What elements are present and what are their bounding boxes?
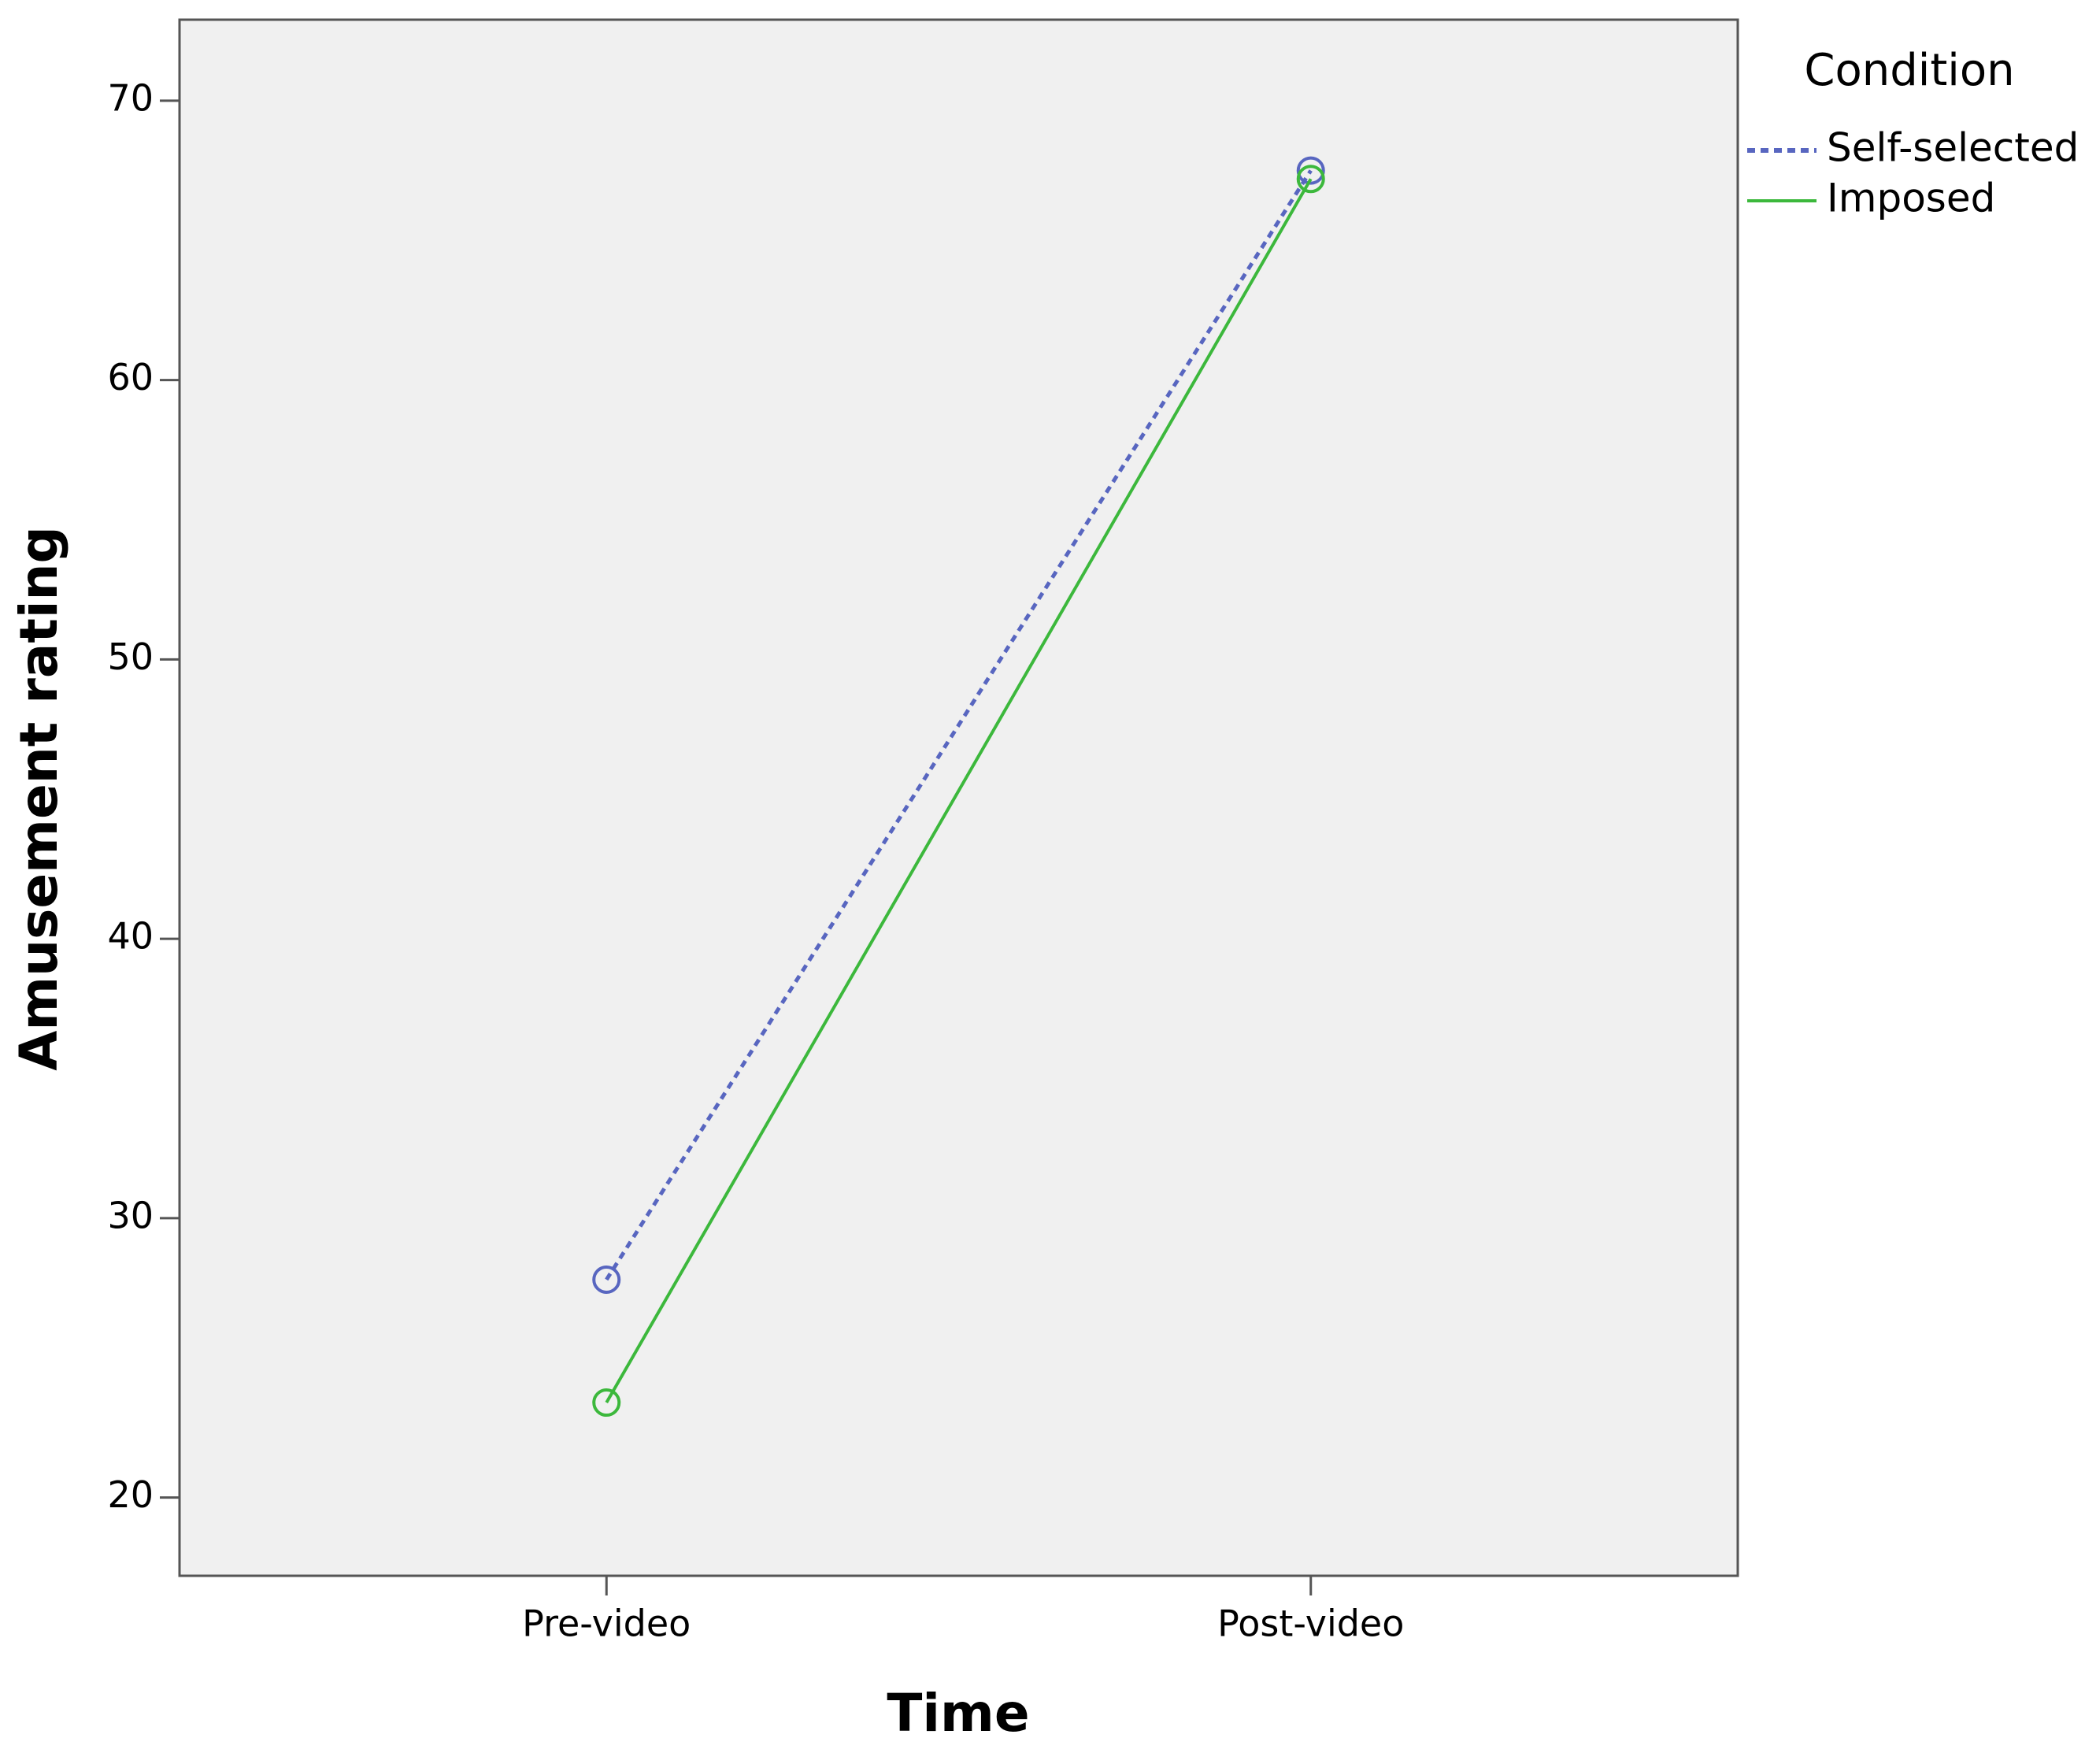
point-marker (1296, 165, 1325, 194)
legend-label: Imposed (1827, 176, 1995, 221)
legend-title: Condition (1804, 45, 2014, 96)
y-tick-label: 50 (107, 636, 154, 678)
y-tick-label: 60 (107, 356, 154, 398)
y-tick-label: 30 (107, 1194, 154, 1236)
x-tick-label: Post-video (1217, 1603, 1404, 1645)
point-marker (592, 1388, 621, 1418)
y-tick-label: 70 (107, 76, 154, 119)
point-marker (592, 1265, 621, 1294)
y-axis-title: Amusement rating (9, 526, 69, 1070)
x-axis-title: Time (887, 1683, 1029, 1744)
plot-area (178, 18, 1739, 1577)
series-line (605, 169, 1313, 1281)
legend-label: Self-selected (1827, 125, 2079, 171)
series-line (605, 178, 1313, 1404)
point-marker (1296, 156, 1325, 185)
y-tick-label: 40 (107, 915, 154, 958)
x-tick-label: Pre-video (522, 1603, 691, 1645)
y-tick-label: 20 (107, 1473, 154, 1516)
